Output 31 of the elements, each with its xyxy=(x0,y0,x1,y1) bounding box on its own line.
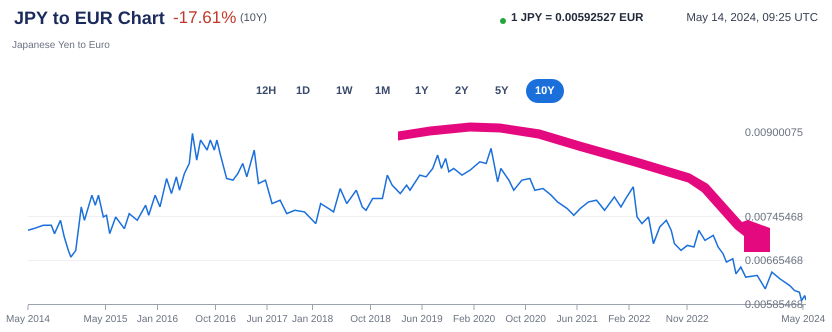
x-tick-label: Nov 2022 xyxy=(666,314,709,325)
y-tick-label: 0.00745468 xyxy=(744,211,803,224)
range-button[interactable]: 2Y xyxy=(446,79,478,103)
chart-title: JPY to EUR Chart xyxy=(14,8,165,29)
x-tick-label: Oct 2016 xyxy=(195,314,236,325)
range-button[interactable]: 1W xyxy=(327,79,362,103)
x-tick-label: Feb 2022 xyxy=(608,314,651,325)
y-tick-label: 0.00900075 xyxy=(744,126,803,139)
y-tick-label: 0.00665468 xyxy=(744,255,803,268)
x-tick-label: Jun 2021 xyxy=(556,314,598,325)
x-tick-label: Feb 2020 xyxy=(452,314,496,325)
range-button[interactable]: 5Y xyxy=(486,79,518,103)
text: -17.61% xyxy=(173,8,236,28)
text: May 14, 2024, 09:25 UTC xyxy=(686,12,818,24)
text: 1 JPY = 0.00592527 EUR xyxy=(511,12,644,24)
range-button[interactable]: 1Y xyxy=(406,79,438,103)
x-tick-label: Jan 2018 xyxy=(292,314,334,325)
range-button[interactable]: 1M xyxy=(366,79,400,103)
x-tick-label: May 2015 xyxy=(84,314,128,325)
text: (10Y) xyxy=(240,12,267,24)
range-button[interactable]: 12H xyxy=(247,79,286,103)
x-tick-label: Jan 2016 xyxy=(136,314,178,325)
x-tick-label: Oct 2018 xyxy=(350,314,392,325)
range-button[interactable]: 10Y xyxy=(526,79,564,103)
x-tick-label: Jun 2017 xyxy=(246,314,288,325)
x-tick-label: Oct 2020 xyxy=(505,314,546,325)
x-tick-label: Jun 2019 xyxy=(402,314,444,325)
chart-subtitle: Japanese Yen to Euro xyxy=(12,40,110,51)
range-button[interactable]: 1D xyxy=(287,79,320,103)
x-tick-label: May 2024 xyxy=(781,314,826,325)
x-tick-label: May 2014 xyxy=(6,314,50,325)
